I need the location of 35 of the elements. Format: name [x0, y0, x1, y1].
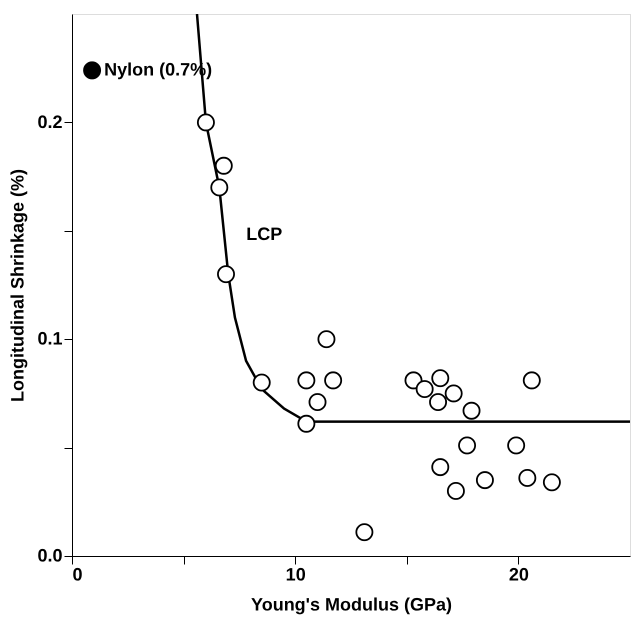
point — [324, 371, 342, 390]
y-tick-label: 0.1 — [37, 328, 62, 349]
point — [507, 436, 526, 454]
point — [297, 414, 316, 433]
point — [446, 482, 465, 500]
point — [308, 393, 326, 412]
series-label: LCP — [246, 224, 282, 244]
point — [416, 380, 434, 398]
point — [431, 458, 450, 476]
point — [217, 265, 235, 284]
point — [404, 371, 422, 390]
point — [522, 371, 541, 390]
point — [252, 374, 271, 392]
point — [431, 369, 450, 388]
point — [210, 178, 228, 196]
y-tick-label: 0.2 — [37, 112, 62, 132]
point — [458, 436, 476, 454]
point — [444, 384, 463, 402]
x-tick-label: 20 — [508, 564, 529, 584]
x-axis-title: Young's Modulus (GPa) — [251, 594, 452, 614]
y-axis-title: Longitudinal Shrinkage (%) — [7, 168, 28, 402]
point — [214, 156, 233, 175]
x-tick-label: 0 — [72, 564, 83, 584]
point — [196, 113, 215, 132]
y-tick-label: 0.0 — [37, 546, 62, 566]
point — [518, 469, 536, 487]
point — [317, 330, 336, 348]
point — [462, 402, 480, 420]
point — [476, 471, 494, 490]
point — [429, 393, 448, 412]
point — [83, 61, 102, 80]
point — [542, 473, 561, 492]
point — [297, 371, 316, 390]
x-tick-label: 10 — [286, 564, 306, 584]
point — [355, 523, 374, 542]
